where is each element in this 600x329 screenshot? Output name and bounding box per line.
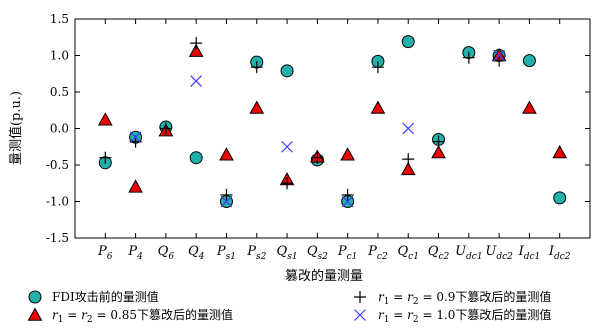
data-point: [341, 195, 354, 208]
data-point: [402, 122, 415, 135]
data-point: [431, 145, 446, 159]
data-point: [189, 151, 203, 165]
series-1: [97, 43, 568, 193]
x-tick-label: Idc2: [548, 244, 571, 262]
y-tick-label: 1.0: [50, 49, 69, 63]
y-tick-label: -1.0: [46, 195, 69, 209]
data-point: [190, 37, 203, 50]
data-point: [99, 151, 112, 164]
data-point: [371, 61, 384, 74]
x-tick-label: Q4: [188, 244, 205, 262]
data-point: [340, 147, 355, 161]
legend-marker: [354, 309, 366, 321]
legend-marker: [27, 307, 43, 321]
data-point: [493, 54, 506, 67]
legend-entry: r1 = r2 = 0.85下篡改后的量测值: [27, 307, 233, 325]
x-tick-label: Pc1: [337, 244, 358, 262]
y-tick-label: 0.0: [50, 122, 69, 136]
legend-label: r1 = r2 = 0.85下篡改后的量测值: [52, 307, 233, 325]
data-point: [401, 35, 415, 49]
data-point: [220, 188, 233, 201]
x-tick-label: Qs1: [277, 244, 298, 262]
data-point: [522, 54, 536, 68]
data-point: [190, 75, 203, 87]
series-2: [99, 37, 506, 201]
x-tick-label: Q6: [158, 244, 175, 262]
x-tick-label: Pc2: [367, 244, 388, 262]
x-tick-label: Qc2: [428, 244, 450, 262]
data-point: [400, 161, 416, 176]
data-point: [462, 51, 475, 64]
legend-label: r1 = r2 = 1.0下篡改后的量测值: [378, 307, 551, 325]
x-tick-label: Qc1: [398, 244, 419, 262]
data-point: [250, 61, 263, 74]
data-point: [341, 188, 354, 201]
data-point: [128, 179, 143, 193]
data-point: [281, 177, 294, 190]
x-tick-label: P4: [127, 244, 143, 262]
legend-marker: [354, 291, 366, 303]
data-point: [522, 100, 537, 114]
x-tick-label: Ps1: [216, 244, 236, 262]
x-tick-label: Idc1: [518, 244, 541, 262]
data-point: [280, 64, 294, 78]
data-point: [220, 195, 233, 208]
y-axis-title: 量测值(p.u.): [8, 91, 24, 165]
legend-marker: [28, 290, 42, 304]
data-point: [370, 100, 386, 114]
data-point: [552, 145, 568, 159]
series-0: [98, 35, 567, 208]
y-tick-label: 0.5: [50, 85, 69, 99]
y-tick-label: -1.5: [46, 231, 69, 245]
data-point: [311, 151, 324, 164]
data-point: [219, 147, 234, 161]
y-tick-label: -0.5: [46, 158, 69, 172]
legend-label: r1 = r2 = 0.9下篡改后的量测值: [378, 289, 551, 307]
x-axis-title: 篡改的量测量: [285, 268, 363, 284]
legend-label: FDI攻击前的量测值: [52, 289, 159, 304]
data-point: [553, 191, 567, 205]
x-tick-label: Ps2: [246, 244, 266, 262]
x-tick-label: P6: [97, 244, 113, 262]
legend-entry: FDI攻击前的量测值: [28, 289, 159, 304]
y-tick-label: 1.5: [50, 12, 69, 26]
data-point: [249, 100, 265, 114]
series-3: [129, 49, 506, 208]
data-point: [188, 43, 204, 57]
data-point: [432, 135, 445, 148]
plot-area-frame: [74, 18, 591, 239]
legend-entry: r1 = r2 = 1.0下篡改后的量测值: [354, 307, 551, 325]
data-point: [159, 122, 172, 135]
data-point: [129, 131, 142, 144]
data-point: [402, 153, 415, 166]
x-tick-label: Udc2: [485, 244, 513, 262]
legend-entry: r1 = r2 = 0.9下篡改后的量测值: [354, 289, 551, 307]
data-point: [493, 49, 506, 62]
data-point: [281, 140, 293, 153]
data-point: [97, 112, 113, 126]
x-tick-label: Qs2: [307, 244, 328, 262]
x-tick-label: Udc1: [455, 244, 483, 262]
